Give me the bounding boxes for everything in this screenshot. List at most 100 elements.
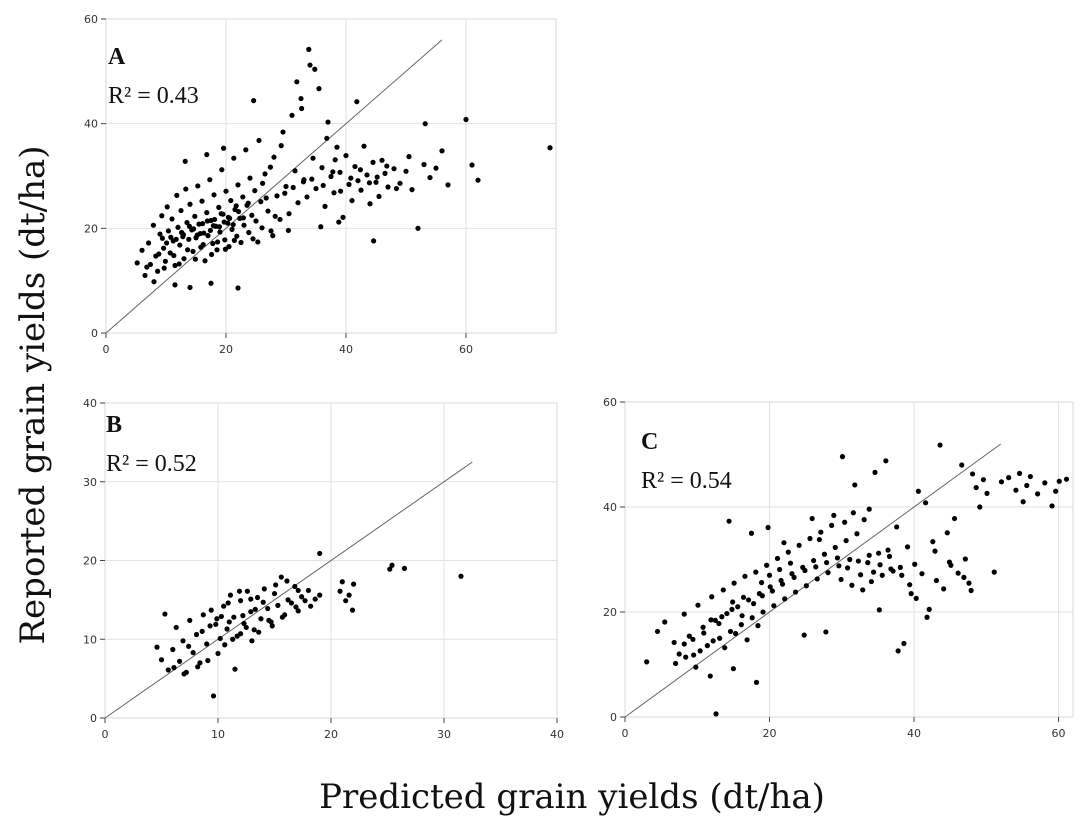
data-point xyxy=(894,524,900,530)
data-point xyxy=(735,604,741,610)
data-point xyxy=(274,193,280,199)
data-point xyxy=(227,215,233,221)
data-point xyxy=(915,488,921,494)
data-point xyxy=(285,227,291,234)
x-tick-label: 20 xyxy=(763,727,777,740)
data-point xyxy=(288,600,295,606)
data-point xyxy=(304,194,310,200)
data-point xyxy=(644,659,650,665)
data-point xyxy=(855,558,861,564)
data-point xyxy=(759,593,765,599)
data-point xyxy=(681,611,687,617)
data-point xyxy=(258,616,264,622)
data-point xyxy=(748,530,755,536)
data-point xyxy=(243,624,249,631)
data-point xyxy=(285,597,291,603)
data-point xyxy=(253,218,259,224)
data-point xyxy=(354,99,360,105)
data-point xyxy=(332,157,338,163)
data-point xyxy=(222,246,228,252)
data-point xyxy=(683,654,689,660)
data-point xyxy=(178,207,184,214)
data-point xyxy=(134,260,140,266)
data-point xyxy=(256,629,262,635)
data-point xyxy=(238,239,244,246)
data-point xyxy=(907,582,913,588)
data-point xyxy=(966,580,972,586)
data-point xyxy=(861,517,867,523)
data-point xyxy=(371,238,377,244)
data-point xyxy=(913,595,919,601)
data-point xyxy=(766,572,773,578)
data-point xyxy=(236,208,242,215)
data-point xyxy=(753,679,760,685)
x-axis-title: Predicted grain yields (dt/ha) xyxy=(319,777,825,817)
data-point xyxy=(823,629,829,635)
data-point xyxy=(739,613,745,619)
data-point xyxy=(973,484,979,491)
data-point xyxy=(336,219,342,225)
data-point xyxy=(176,658,183,664)
data-point xyxy=(240,613,246,619)
data-point xyxy=(691,652,697,658)
data-point xyxy=(346,592,352,598)
data-point xyxy=(221,145,227,151)
data-point xyxy=(319,165,325,171)
data-point xyxy=(351,581,357,587)
data-point xyxy=(317,550,323,557)
data-point xyxy=(186,643,192,649)
data-point xyxy=(185,247,191,253)
y-tick-label: 40 xyxy=(84,118,98,131)
data-point xyxy=(213,621,219,627)
data-point xyxy=(207,623,213,629)
data-point xyxy=(204,641,210,647)
data-point xyxy=(777,566,783,573)
data-point xyxy=(367,201,373,207)
x-tick-label: 60 xyxy=(1052,727,1066,740)
y-tick-label: 20 xyxy=(83,555,97,568)
data-point xyxy=(458,573,464,579)
data-point xyxy=(829,522,835,528)
data-point xyxy=(300,179,306,185)
data-point xyxy=(355,178,361,184)
data-point xyxy=(391,166,397,172)
data-point xyxy=(888,566,894,572)
data-point xyxy=(919,571,925,577)
data-point xyxy=(866,506,872,512)
data-point xyxy=(944,530,950,536)
data-point xyxy=(222,642,228,648)
data-point xyxy=(701,630,707,636)
data-point xyxy=(932,548,938,554)
data-point xyxy=(238,598,244,604)
data-point xyxy=(183,186,189,192)
data-point xyxy=(771,603,777,609)
data-point xyxy=(209,251,215,258)
data-point xyxy=(849,582,855,588)
x-tick-label: 20 xyxy=(324,728,338,741)
r2-label-b: R² = 0.52 xyxy=(106,451,197,477)
data-point xyxy=(310,155,316,161)
x-tick-label: 10 xyxy=(211,728,225,741)
data-point xyxy=(241,620,247,627)
data-point xyxy=(292,168,298,174)
y-axis-title: Reported grain yields (dt/ha) xyxy=(13,145,53,644)
data-point xyxy=(764,562,770,568)
data-point xyxy=(814,576,820,582)
data-point xyxy=(785,549,791,555)
data-point xyxy=(215,239,221,245)
data-point xyxy=(361,143,367,149)
data-point xyxy=(384,163,390,169)
data-point xyxy=(302,598,308,604)
data-point xyxy=(225,600,231,606)
data-point xyxy=(730,666,736,672)
data-point xyxy=(924,614,930,620)
data-point xyxy=(774,555,781,562)
data-point xyxy=(248,609,254,615)
data-point xyxy=(223,188,229,194)
data-point xyxy=(686,633,692,639)
data-point xyxy=(312,66,318,72)
data-point xyxy=(1024,482,1030,489)
data-point xyxy=(955,570,961,576)
data-point xyxy=(161,245,167,251)
data-point xyxy=(779,581,786,587)
